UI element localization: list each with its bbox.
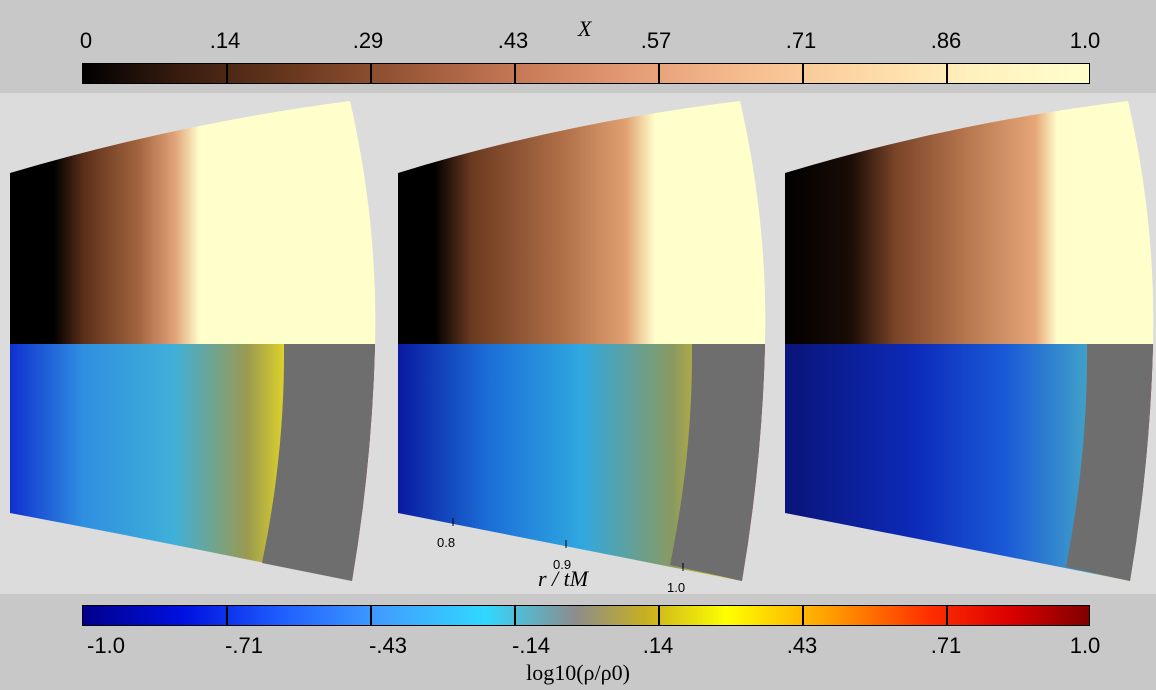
top-tick-label: .43 (497, 28, 529, 53)
bottom-colorbar-variable-label: log10(ρ/ρ0) (526, 660, 630, 685)
bottom-tick-label: -.14 (512, 633, 550, 658)
colorbar-tick (658, 64, 660, 83)
bottom-tick-label: -.71 (225, 633, 263, 658)
ambient-region (1066, 344, 1153, 581)
top-tick-label: .86 (930, 28, 962, 53)
radial-tick-label: 0.9 (553, 557, 572, 572)
colorbar-tick (658, 606, 660, 625)
simulation-panels (10, 101, 1154, 581)
mixing-fraction-colorbar (82, 63, 1090, 84)
colorbar-tick (370, 606, 372, 625)
bottom-tick-label: .71 (930, 633, 962, 658)
panel-late-time (785, 101, 1154, 581)
radial-tick-label: 0.8 (437, 535, 456, 550)
density-wedge (398, 344, 765, 581)
colorbar-tick (946, 606, 948, 625)
radial-axis-label: r / tM (538, 566, 589, 591)
colorbar-tick (514, 606, 516, 625)
top-tick-label: .71 (785, 28, 817, 53)
panel-early-time (10, 101, 376, 581)
density-colorbar (82, 605, 1090, 626)
ambient-region (670, 344, 765, 581)
colorbar-tick (946, 64, 948, 83)
colorbar-tick (514, 64, 516, 83)
top-colorbar-variable-label: X (578, 16, 592, 41)
bottom-tick-label: -.43 (369, 633, 407, 658)
mixing-wedge (785, 101, 1154, 344)
colorbar-tick (802, 606, 804, 625)
colorbar-tick (802, 64, 804, 83)
top-tick-label: .14 (209, 28, 241, 53)
mixing-wedge (398, 101, 766, 344)
panel-middle-time (398, 101, 766, 581)
bottom-tick-label: .43 (786, 633, 818, 658)
density-wedge (785, 344, 1153, 581)
top-tick-label: .29 (352, 28, 384, 53)
top-tick-label: 0 (79, 28, 93, 53)
bottom-tick-label: .14 (642, 633, 674, 658)
radial-tick-label: 1.0 (667, 580, 686, 595)
colorbar-tick (226, 64, 228, 83)
colorbar-tick (370, 64, 372, 83)
top-tick-label: 1.0 (1069, 28, 1101, 53)
colorbar-tick (226, 606, 228, 625)
ambient-region (262, 344, 375, 581)
mixing-wedge (10, 101, 376, 344)
top-tick-label: .57 (640, 28, 672, 53)
bottom-tick-label: 1.0 (1069, 633, 1101, 658)
bottom-tick-label: -1.0 (87, 633, 125, 658)
